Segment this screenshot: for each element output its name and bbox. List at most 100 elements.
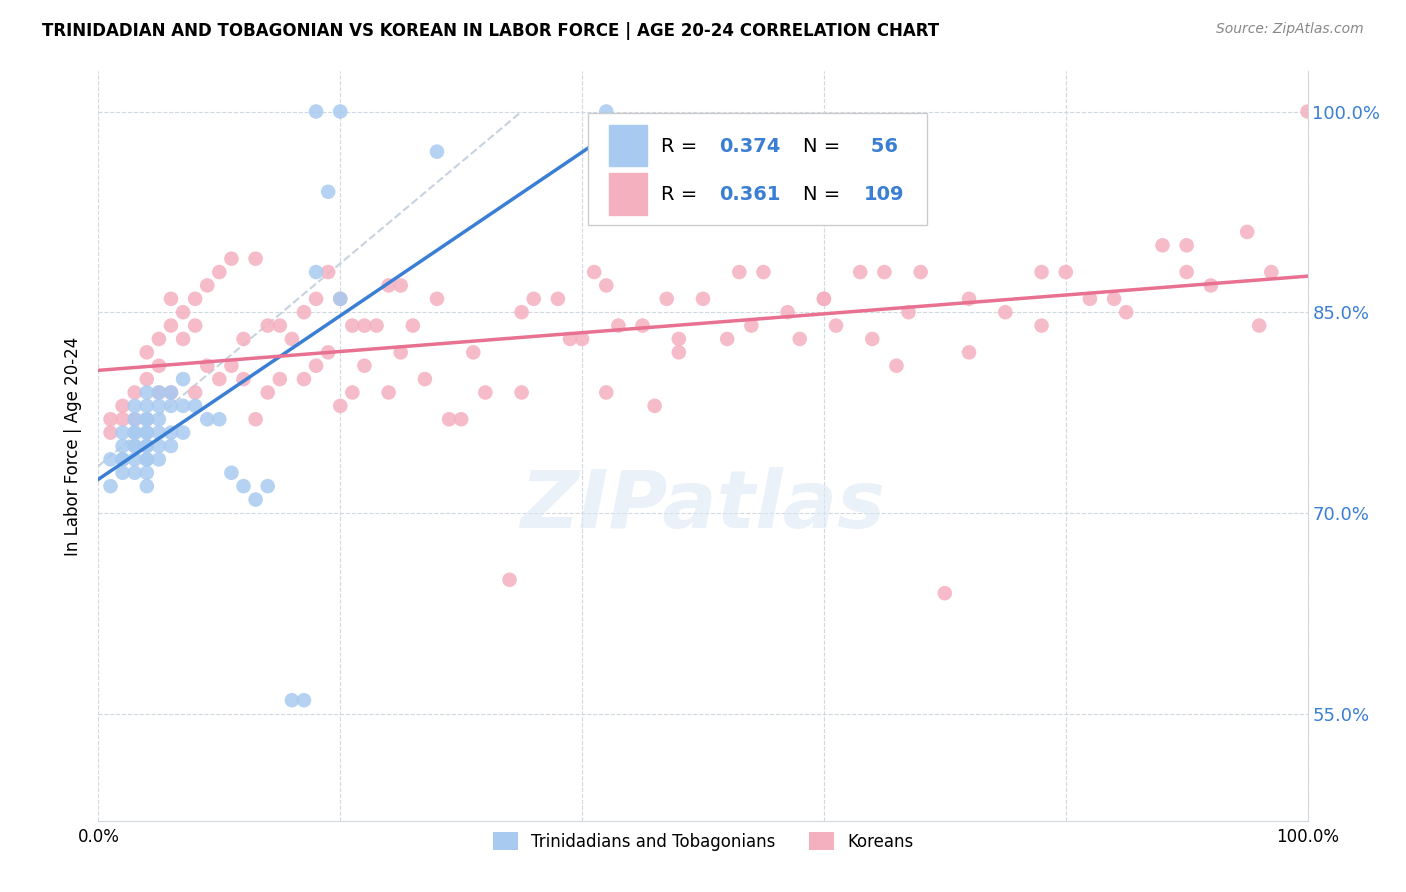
Point: [1031, 318, 1053, 333]
Point: [305, 292, 328, 306]
Point: [135, 399, 157, 413]
Point: [583, 265, 606, 279]
Point: [571, 332, 593, 346]
Point: [148, 399, 170, 413]
Point: [329, 399, 352, 413]
Text: TRINIDADIAN AND TOBAGONIAN VS KOREAN IN LABOR FORCE | AGE 20-24 CORRELATION CHAR: TRINIDADIAN AND TOBAGONIAN VS KOREAN IN …: [42, 22, 939, 40]
Point: [172, 305, 194, 319]
Point: [716, 332, 738, 346]
Text: N =: N =: [803, 136, 846, 155]
Point: [342, 385, 364, 400]
Point: [111, 399, 134, 413]
Point: [124, 399, 146, 413]
Point: [148, 452, 170, 467]
Point: [860, 332, 883, 346]
Point: [595, 104, 617, 119]
Point: [316, 265, 339, 279]
Point: [1078, 292, 1101, 306]
Point: [135, 412, 157, 426]
Point: [184, 318, 207, 333]
Point: [245, 492, 267, 507]
Point: [305, 104, 328, 119]
Point: [195, 412, 218, 426]
Point: [208, 265, 231, 279]
Point: [292, 372, 315, 386]
Point: [1115, 305, 1137, 319]
Point: [329, 104, 352, 119]
Text: Source: ZipAtlas.com: Source: ZipAtlas.com: [1216, 22, 1364, 37]
Point: [124, 439, 146, 453]
Point: [160, 292, 183, 306]
Point: [474, 385, 496, 400]
Point: [413, 372, 436, 386]
Point: [124, 385, 146, 400]
Text: 56: 56: [863, 136, 898, 155]
Point: [1031, 265, 1053, 279]
Point: [402, 318, 425, 333]
Point: [172, 425, 194, 440]
Point: [256, 318, 278, 333]
Point: [558, 332, 581, 346]
Point: [184, 385, 207, 400]
Point: [148, 359, 170, 373]
Text: N =: N =: [803, 185, 846, 204]
Point: [135, 439, 157, 453]
Legend: Trinidadians and Tobagonians, Koreans: Trinidadians and Tobagonians, Koreans: [486, 826, 920, 857]
Point: [111, 425, 134, 440]
Point: [135, 452, 157, 467]
Point: [437, 412, 460, 426]
Point: [148, 332, 170, 346]
Point: [377, 278, 399, 293]
Text: 109: 109: [863, 185, 904, 204]
Point: [389, 345, 412, 359]
Point: [100, 412, 122, 426]
Point: [172, 372, 194, 386]
Point: [221, 359, 243, 373]
Point: [245, 412, 267, 426]
Point: [305, 265, 328, 279]
Text: 0.361: 0.361: [718, 185, 780, 204]
Point: [547, 292, 569, 306]
Point: [825, 318, 848, 333]
Point: [668, 345, 690, 359]
Point: [463, 345, 485, 359]
Point: [631, 318, 654, 333]
Point: [873, 265, 896, 279]
Point: [269, 372, 291, 386]
Point: [644, 399, 666, 413]
Point: [292, 693, 315, 707]
Point: [1175, 265, 1198, 279]
Point: [329, 292, 352, 306]
Point: [886, 359, 908, 373]
Point: [111, 439, 134, 453]
Point: [1236, 225, 1258, 239]
Point: [692, 292, 714, 306]
Point: [789, 332, 811, 346]
Point: [160, 385, 183, 400]
Point: [426, 292, 449, 306]
Point: [160, 425, 183, 440]
Point: [1152, 238, 1174, 252]
Point: [994, 305, 1017, 319]
Point: [366, 318, 388, 333]
Point: [305, 359, 328, 373]
Point: [281, 693, 304, 707]
Point: [124, 412, 146, 426]
Point: [316, 185, 339, 199]
Point: [776, 305, 799, 319]
Point: [1296, 104, 1319, 119]
Point: [957, 292, 980, 306]
Point: [195, 278, 218, 293]
Text: ZIPatlas: ZIPatlas: [520, 467, 886, 545]
Point: [160, 318, 183, 333]
Point: [595, 278, 617, 293]
Point: [172, 399, 194, 413]
Point: [316, 345, 339, 359]
Y-axis label: In Labor Force | Age 20-24: In Labor Force | Age 20-24: [65, 336, 83, 556]
Point: [111, 412, 134, 426]
Point: [510, 385, 533, 400]
Point: [510, 305, 533, 319]
FancyBboxPatch shape: [609, 173, 647, 215]
Point: [668, 332, 690, 346]
Point: [498, 573, 520, 587]
